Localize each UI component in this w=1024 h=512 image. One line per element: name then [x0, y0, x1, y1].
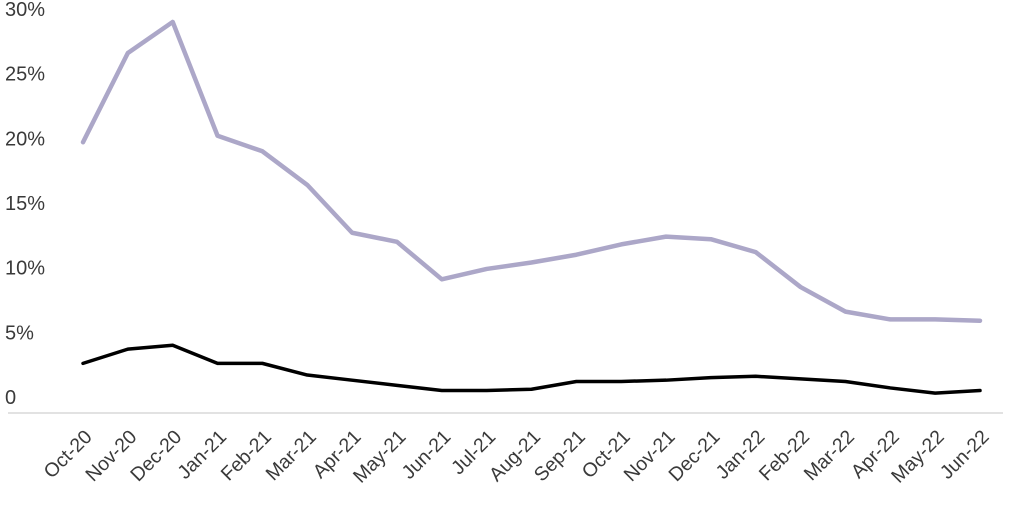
series-upper-line [80, 19, 983, 323]
x-axis-tick-label: Dec-21 [664, 426, 724, 486]
x-axis-tick-label: Jun-22 [936, 426, 994, 484]
y-axis-tick-label: 25% [5, 64, 45, 86]
x-axis-tick-label: Sep-21 [530, 426, 590, 486]
y-axis-tick-label: 30% [5, 0, 45, 21]
x-axis-tick-label: Jun-21 [398, 426, 456, 484]
series-lower-line [81, 343, 982, 395]
y-axis-tick-label: 0 [5, 387, 16, 409]
y-axis-tick-label: 20% [5, 128, 45, 150]
x-axis-tick-label: Mar-21 [262, 426, 321, 485]
y-axis-tick-label: 10% [5, 258, 45, 280]
y-axis-tick-label: 5% [5, 322, 34, 344]
x-axis-tick-label: Dec-20 [126, 426, 186, 486]
y-axis-tick-label: 15% [5, 193, 45, 215]
x-axis-tick-label: Mar-22 [800, 426, 859, 485]
